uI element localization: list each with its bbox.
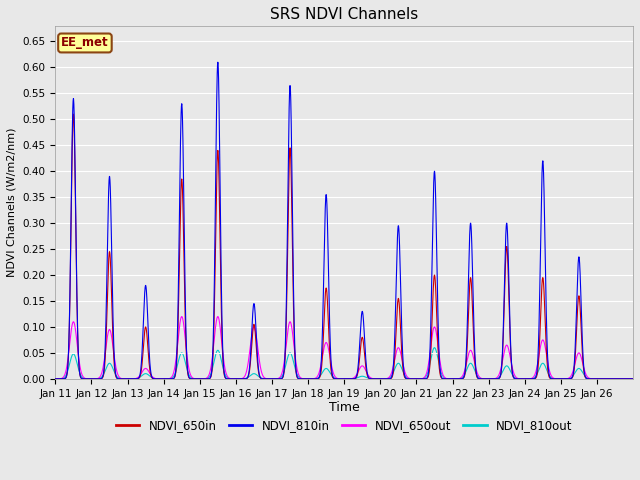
NDVI_650out [436, 362, 444, 368]
NDVI_810in [151, 376, 159, 382]
NDVI_810out [436, 368, 444, 373]
Legend: NDVI_650in, NDVI_810in, NDVI_650out, NDVI_810out: NDVI_650in, NDVI_810in, NDVI_650out, NDV… [111, 414, 577, 436]
NDVI_650out [629, 376, 637, 382]
NDVI_650out [504, 344, 511, 349]
Title: SRS NDVI Channels: SRS NDVI Channels [270, 7, 419, 22]
NDVI_810in [629, 376, 637, 382]
NDVI_650in [495, 375, 503, 381]
NDVI_810in [479, 376, 486, 382]
NDVI_810out [479, 376, 486, 382]
NDVI_810in [593, 376, 601, 382]
NDVI_650out [479, 376, 486, 382]
Y-axis label: NDVI Channels (W/m2/nm): NDVI Channels (W/m2/nm) [7, 128, 17, 277]
NDVI_810out [629, 376, 637, 382]
NDVI_810in [504, 236, 511, 242]
NDVI_650out [495, 372, 503, 377]
NDVI_810in [214, 60, 221, 65]
NDVI_810out [593, 376, 601, 382]
NDVI_810out [495, 374, 503, 380]
NDVI_650in [151, 376, 159, 382]
NDVI_650in [425, 370, 433, 376]
NDVI_810out [425, 366, 433, 372]
NDVI_650in [479, 376, 486, 382]
Line: NDVI_650out: NDVI_650out [55, 316, 633, 379]
NDVI_810out [504, 363, 511, 369]
NDVI_650out [593, 376, 601, 382]
Line: NDVI_650in: NDVI_650in [55, 114, 633, 379]
NDVI_650in [436, 373, 444, 379]
NDVI_650out [425, 358, 433, 363]
Line: NDVI_810out: NDVI_810out [55, 348, 633, 379]
NDVI_650out [178, 313, 186, 319]
Line: NDVI_810in: NDVI_810in [55, 62, 633, 379]
NDVI_810out [431, 345, 438, 350]
X-axis label: Time: Time [329, 401, 360, 414]
NDVI_810in [436, 371, 444, 377]
NDVI_650in [70, 111, 77, 117]
NDVI_650in [593, 376, 601, 382]
NDVI_650in [629, 376, 637, 382]
NDVI_810in [51, 376, 59, 382]
NDVI_810out [151, 376, 159, 382]
NDVI_650out [51, 376, 59, 382]
NDVI_810out [51, 376, 59, 382]
NDVI_810in [425, 364, 433, 370]
NDVI_650in [504, 257, 511, 263]
Text: EE_met: EE_met [61, 36, 109, 49]
NDVI_650out [151, 375, 159, 381]
NDVI_810in [495, 375, 503, 381]
NDVI_650in [51, 376, 59, 382]
